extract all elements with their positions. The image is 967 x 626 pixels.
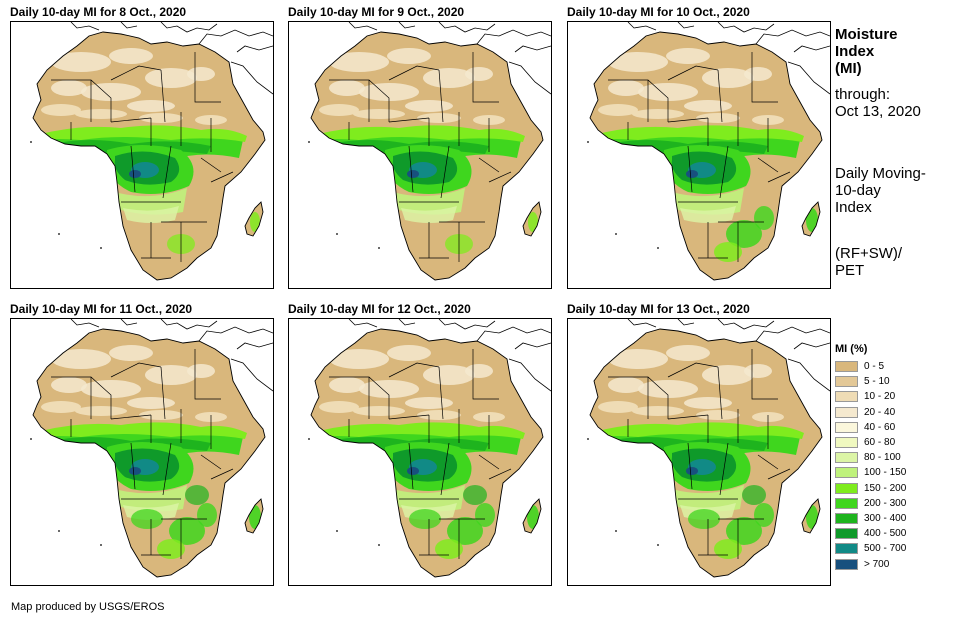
legend-swatch xyxy=(835,421,858,433)
legend-item: 300 - 400 xyxy=(835,511,906,526)
legend-item: 0 - 5 xyxy=(835,359,906,374)
map-panel: Daily 10-day MI for 13 Oct., 2020 xyxy=(567,302,837,586)
legend-swatch xyxy=(835,543,858,555)
africa-map xyxy=(10,21,274,289)
legend-swatch xyxy=(835,437,858,449)
legend-item: 150 - 200 xyxy=(835,481,906,496)
legend-label: 10 - 20 xyxy=(864,391,896,403)
panel-title: Daily 10-day MI for 12 Oct., 2020 xyxy=(288,302,471,316)
mi-legend: MI (%) 0 - 5 5 - 10 10 - 20 20 - 40 40 - 60 6… xyxy=(835,343,906,572)
through-text: through: Oct 13, 2020 xyxy=(835,86,921,120)
legend-label: 80 - 100 xyxy=(864,452,901,464)
legend-item: 100 - 150 xyxy=(835,465,906,480)
legend-swatch xyxy=(835,497,858,509)
legend-item: 500 - 700 xyxy=(835,541,906,556)
index-title-line: (MI) xyxy=(835,60,862,77)
legend-item: 80 - 100 xyxy=(835,450,906,465)
legend-item: > 700 xyxy=(835,556,906,571)
map-svg xyxy=(587,319,830,578)
africa-map xyxy=(288,318,552,586)
legend-swatch xyxy=(835,482,858,494)
index-title-line: Moisture xyxy=(835,26,898,43)
map-panel: Daily 10-day MI for 11 Oct., 2020 xyxy=(10,302,280,586)
legend-item: 10 - 20 xyxy=(835,389,906,404)
legend-label: 200 - 300 xyxy=(864,497,907,509)
panel-title: Daily 10-day MI for 10 Oct., 2020 xyxy=(567,5,750,19)
map-panel: Daily 10-day MI for 12 Oct., 2020 xyxy=(288,302,558,586)
legend-swatch xyxy=(835,406,858,418)
legend-label: 40 - 60 xyxy=(864,421,896,433)
legend-item: 400 - 500 xyxy=(835,526,906,541)
credit-text: Map produced by USGS/EROS xyxy=(11,601,165,613)
description-line: Index xyxy=(835,199,872,216)
index-formula: (RF+SW)/ PET xyxy=(835,245,902,279)
legend-item: 20 - 40 xyxy=(835,405,906,420)
legend-swatch xyxy=(835,528,858,540)
formula-line: PET xyxy=(835,262,865,279)
legend-item: 60 - 80 xyxy=(835,435,906,450)
legend-title: MI (%) xyxy=(835,343,868,355)
index-title-line: Index xyxy=(835,43,875,60)
panel-title: Daily 10-day MI for 9 Oct., 2020 xyxy=(288,5,465,19)
legend-swatch xyxy=(835,558,858,570)
africa-map xyxy=(567,318,831,586)
legend-label: 400 - 500 xyxy=(864,528,907,540)
map-panel: Daily 10-day MI for 8 Oct., 2020 xyxy=(10,5,280,289)
legend-item: 40 - 60 xyxy=(835,420,906,435)
panel-title: Daily 10-day MI for 11 Oct., 2020 xyxy=(10,302,193,316)
legend-swatch xyxy=(835,512,858,524)
legend-label: 300 - 400 xyxy=(864,512,907,524)
legend-label: > 700 xyxy=(864,558,890,570)
legend-label: 5 - 10 xyxy=(864,376,890,388)
index-title: Moisture Index (MI) xyxy=(835,26,898,77)
legend-swatch xyxy=(835,376,858,388)
legend-label: 150 - 200 xyxy=(864,482,907,494)
legend-swatch xyxy=(835,452,858,464)
legend-item: 5 - 10 xyxy=(835,374,906,389)
map-panel: Daily 10-day MI for 10 Oct., 2020 xyxy=(567,5,837,289)
through-label: through: xyxy=(835,86,891,103)
legend-label: 20 - 40 xyxy=(864,406,896,418)
africa-map xyxy=(567,21,831,289)
map-svg xyxy=(587,22,830,281)
description-line: Daily Moving- xyxy=(835,165,926,182)
legend-label: 0 - 5 xyxy=(864,361,885,373)
legend-item: 200 - 300 xyxy=(835,496,906,511)
legend-label: 100 - 150 xyxy=(864,467,907,479)
legend-label: 500 - 700 xyxy=(864,543,907,555)
legend-rows: 0 - 5 5 - 10 10 - 20 20 - 40 40 - 60 60 - 80 8… xyxy=(835,359,906,572)
africa-map xyxy=(10,318,274,586)
legend-swatch xyxy=(835,467,858,479)
map-svg xyxy=(308,319,551,578)
through-date: Oct 13, 2020 xyxy=(835,103,921,120)
map-svg xyxy=(30,22,273,281)
map-svg xyxy=(308,22,551,281)
panel-title: Daily 10-day MI for 13 Oct., 2020 xyxy=(567,302,750,316)
description-line: 10-day xyxy=(835,182,881,199)
formula-line: (RF+SW)/ xyxy=(835,245,903,262)
map-panel: Daily 10-day MI for 9 Oct., 2020 xyxy=(288,5,558,289)
index-description: Daily Moving- 10-day Index xyxy=(835,165,926,216)
legend-label: 60 - 80 xyxy=(864,437,896,449)
map-svg xyxy=(30,319,273,578)
legend-swatch xyxy=(835,391,858,403)
panel-title: Daily 10-day MI for 8 Oct., 2020 xyxy=(10,5,187,19)
africa-map xyxy=(288,21,552,289)
legend-swatch xyxy=(835,361,858,373)
